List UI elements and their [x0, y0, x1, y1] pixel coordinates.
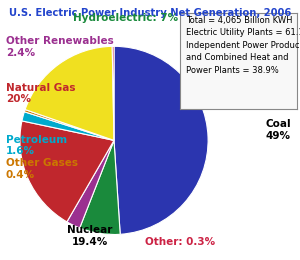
Wedge shape [24, 109, 114, 140]
Text: Hydroelectric: 7%: Hydroelectric: 7% [74, 13, 178, 23]
Text: Coal
49%: Coal 49% [266, 119, 291, 141]
Wedge shape [67, 140, 114, 228]
Wedge shape [112, 46, 114, 140]
Text: Total = 4,065 Billion KWH
Electric Utility Plants = 61.1%
Independent Power Prod: Total = 4,065 Billion KWH Electric Utili… [186, 16, 300, 75]
Text: Natural Gas
20%: Natural Gas 20% [6, 83, 76, 105]
Text: Nuclear
19.4%: Nuclear 19.4% [67, 225, 113, 247]
Wedge shape [114, 46, 208, 234]
Wedge shape [22, 112, 114, 140]
Text: Other Renewables
2.4%: Other Renewables 2.4% [6, 36, 114, 58]
Text: Other Gases
0.4%: Other Gases 0.4% [6, 158, 78, 180]
Text: Other: 0.3%: Other: 0.3% [145, 237, 215, 247]
Wedge shape [20, 121, 114, 222]
Text: Petroleum
1.6%: Petroleum 1.6% [6, 135, 67, 157]
Text: U.S. Electric Power Industry Net Generation, 2006: U.S. Electric Power Industry Net Generat… [9, 8, 291, 18]
Wedge shape [80, 140, 120, 235]
Wedge shape [25, 46, 114, 140]
